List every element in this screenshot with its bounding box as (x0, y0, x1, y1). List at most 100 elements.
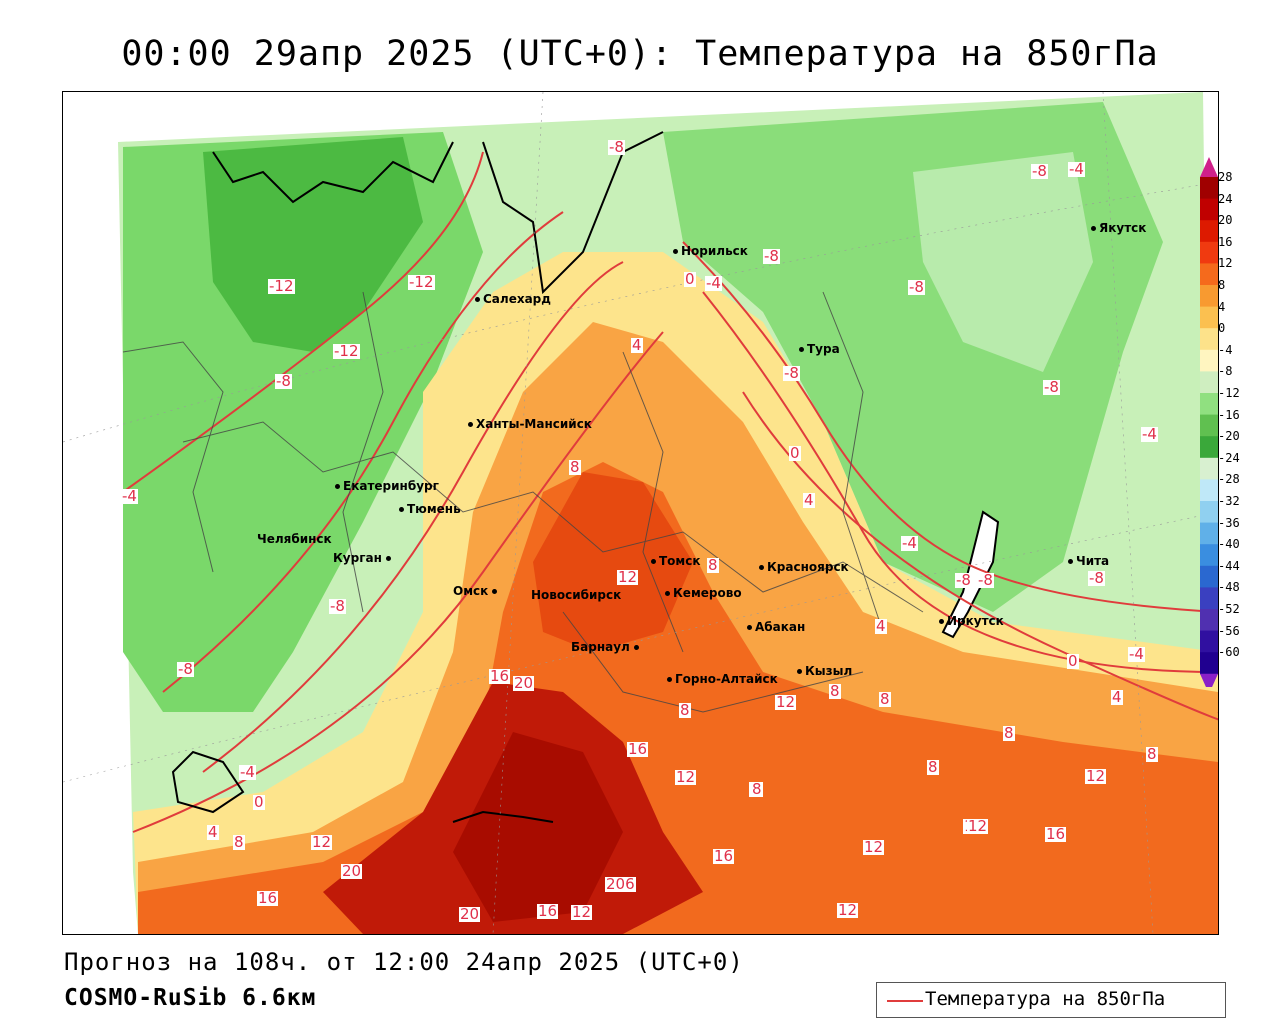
isotherm-label: 20 (341, 864, 362, 879)
isotherm-label: 4 (1111, 690, 1123, 705)
scale-cell (1200, 523, 1218, 545)
isotherm-label: 206 (605, 877, 636, 892)
isotherm-label: 8 (707, 558, 719, 573)
isotherm-label: 12 (967, 819, 988, 834)
isotherm-label: -8 (1031, 164, 1048, 179)
city-label: Челябинск (257, 532, 332, 546)
isotherm-label: 8 (1146, 747, 1158, 762)
city-label: Томск (651, 554, 701, 568)
isotherm-label: 12 (837, 903, 858, 918)
scale-tick-label: -40 (1218, 538, 1240, 550)
isotherm-label: 16 (627, 742, 648, 757)
scale-tick-label: 12 (1218, 257, 1232, 269)
scale-tick-label: -56 (1218, 625, 1240, 637)
city-label: Омск (453, 584, 500, 598)
isotherm-label: -4 (1128, 647, 1145, 662)
isotherm-label: -4 (121, 489, 138, 504)
isotherm-label: -4 (239, 765, 256, 780)
scale-cell (1200, 501, 1218, 523)
legend-label: Температура на 850гПа (925, 988, 1165, 1010)
isotherm-label: 16 (257, 891, 278, 906)
scale-cell (1200, 177, 1218, 199)
scale-cell (1200, 652, 1218, 674)
isotherm-label: -8 (763, 249, 780, 264)
isotherm-label: 0 (789, 446, 801, 461)
scale-tick-label: 20 (1218, 214, 1232, 226)
isotherm-label: 8 (233, 835, 245, 850)
scale-tick-label: -16 (1218, 409, 1240, 421)
scale-tick-label: -12 (1218, 387, 1240, 399)
scale-tick-label: -24 (1218, 452, 1240, 464)
scale-cell (1200, 371, 1218, 393)
scale-tick-label: -44 (1218, 560, 1240, 572)
isotherm-label: -8 (1043, 380, 1060, 395)
isotherm-label: 4 (631, 338, 643, 353)
isotherm-label: 12 (311, 835, 332, 850)
scale-tick-label: -52 (1218, 603, 1240, 615)
city-label: Тюмень (399, 502, 461, 516)
isotherm-label: -8 (1088, 571, 1105, 586)
isotherm-label: 0 (684, 272, 696, 287)
isotherm-label: 8 (927, 760, 939, 775)
isotherm-label: 4 (875, 619, 887, 634)
isotherm-label: 12 (571, 905, 592, 920)
isotherm-label: 8 (679, 703, 691, 718)
isotherm-label: 12 (863, 840, 884, 855)
scale-tick-label: 24 (1218, 193, 1232, 205)
scale-cell (1200, 587, 1218, 609)
city-label: Салехард (475, 292, 551, 306)
isotherm-label: 8 (1003, 726, 1015, 741)
isotherm-label: -8 (329, 599, 346, 614)
isotherm-label: -4 (901, 536, 918, 551)
city-label: Красноярск (759, 560, 849, 574)
scale-cell (1200, 393, 1218, 415)
isotherm-label: 16 (1045, 827, 1066, 842)
scale-tick-label: 0 (1218, 322, 1225, 334)
city-label: Горно-Алтайск (667, 672, 778, 686)
scale-cell (1200, 415, 1218, 437)
scale-tick-label: 16 (1218, 236, 1232, 248)
isotherm-label: 0 (253, 795, 265, 810)
scale-tick-label: 8 (1218, 279, 1225, 291)
isotherm-label: -8 (783, 366, 800, 381)
model-info: COSMO-RuSib 6.6км (64, 985, 316, 1011)
scale-cell (1200, 350, 1218, 372)
isotherm-label: 4 (207, 825, 219, 840)
city-label: Новосибирск (531, 588, 621, 602)
scale-cell (1200, 199, 1218, 221)
forecast-info: Прогноз на 108ч. от 12:00 24апр 2025 (UT… (64, 948, 744, 976)
scale-cell (1200, 242, 1218, 264)
isotherm-label: 8 (879, 692, 891, 707)
isotherm-label: -4 (1068, 162, 1085, 177)
isotherm-label: 0 (1067, 654, 1079, 669)
scale-cell (1200, 263, 1218, 285)
city-label: Курган (333, 551, 394, 565)
isotherm-label: -8 (608, 140, 625, 155)
isotherm-label: 12 (675, 770, 696, 785)
isotherm-label: -8 (977, 573, 994, 588)
city-label: Чита (1068, 554, 1109, 568)
scale-tick-label: -4 (1218, 344, 1232, 356)
isotherm-label: 12 (617, 570, 638, 585)
map-title: 00:00 29апр 2025 (UTC+0): Температура на… (0, 34, 1280, 74)
isotherm-label: -12 (333, 344, 360, 359)
isotherm-label: 16 (537, 904, 558, 919)
isotherm-label: 20 (459, 907, 480, 922)
scale-cell (1200, 436, 1218, 458)
scale-cell (1200, 609, 1218, 631)
scale-cell (1200, 328, 1218, 350)
temperature-map: Норильск Якутск Салехард Тура Ханты-Манс… (62, 91, 1219, 935)
scale-tick-label: -36 (1218, 517, 1240, 529)
scale-tick-label: -20 (1218, 430, 1240, 442)
city-label: Кызыл (797, 664, 852, 678)
isotherm-label: 4 (803, 493, 815, 508)
isotherm-label: 8 (751, 782, 763, 797)
isotherm-label: 8 (569, 460, 581, 475)
scale-cell (1200, 285, 1218, 307)
isotherm-label: 8 (829, 684, 841, 699)
city-label: Иркутск (939, 614, 1004, 628)
city-label: Тура (799, 342, 840, 356)
scale-tick-label: -48 (1218, 581, 1240, 593)
scale-cell (1200, 220, 1218, 242)
city-label: Барнаул (571, 640, 642, 654)
